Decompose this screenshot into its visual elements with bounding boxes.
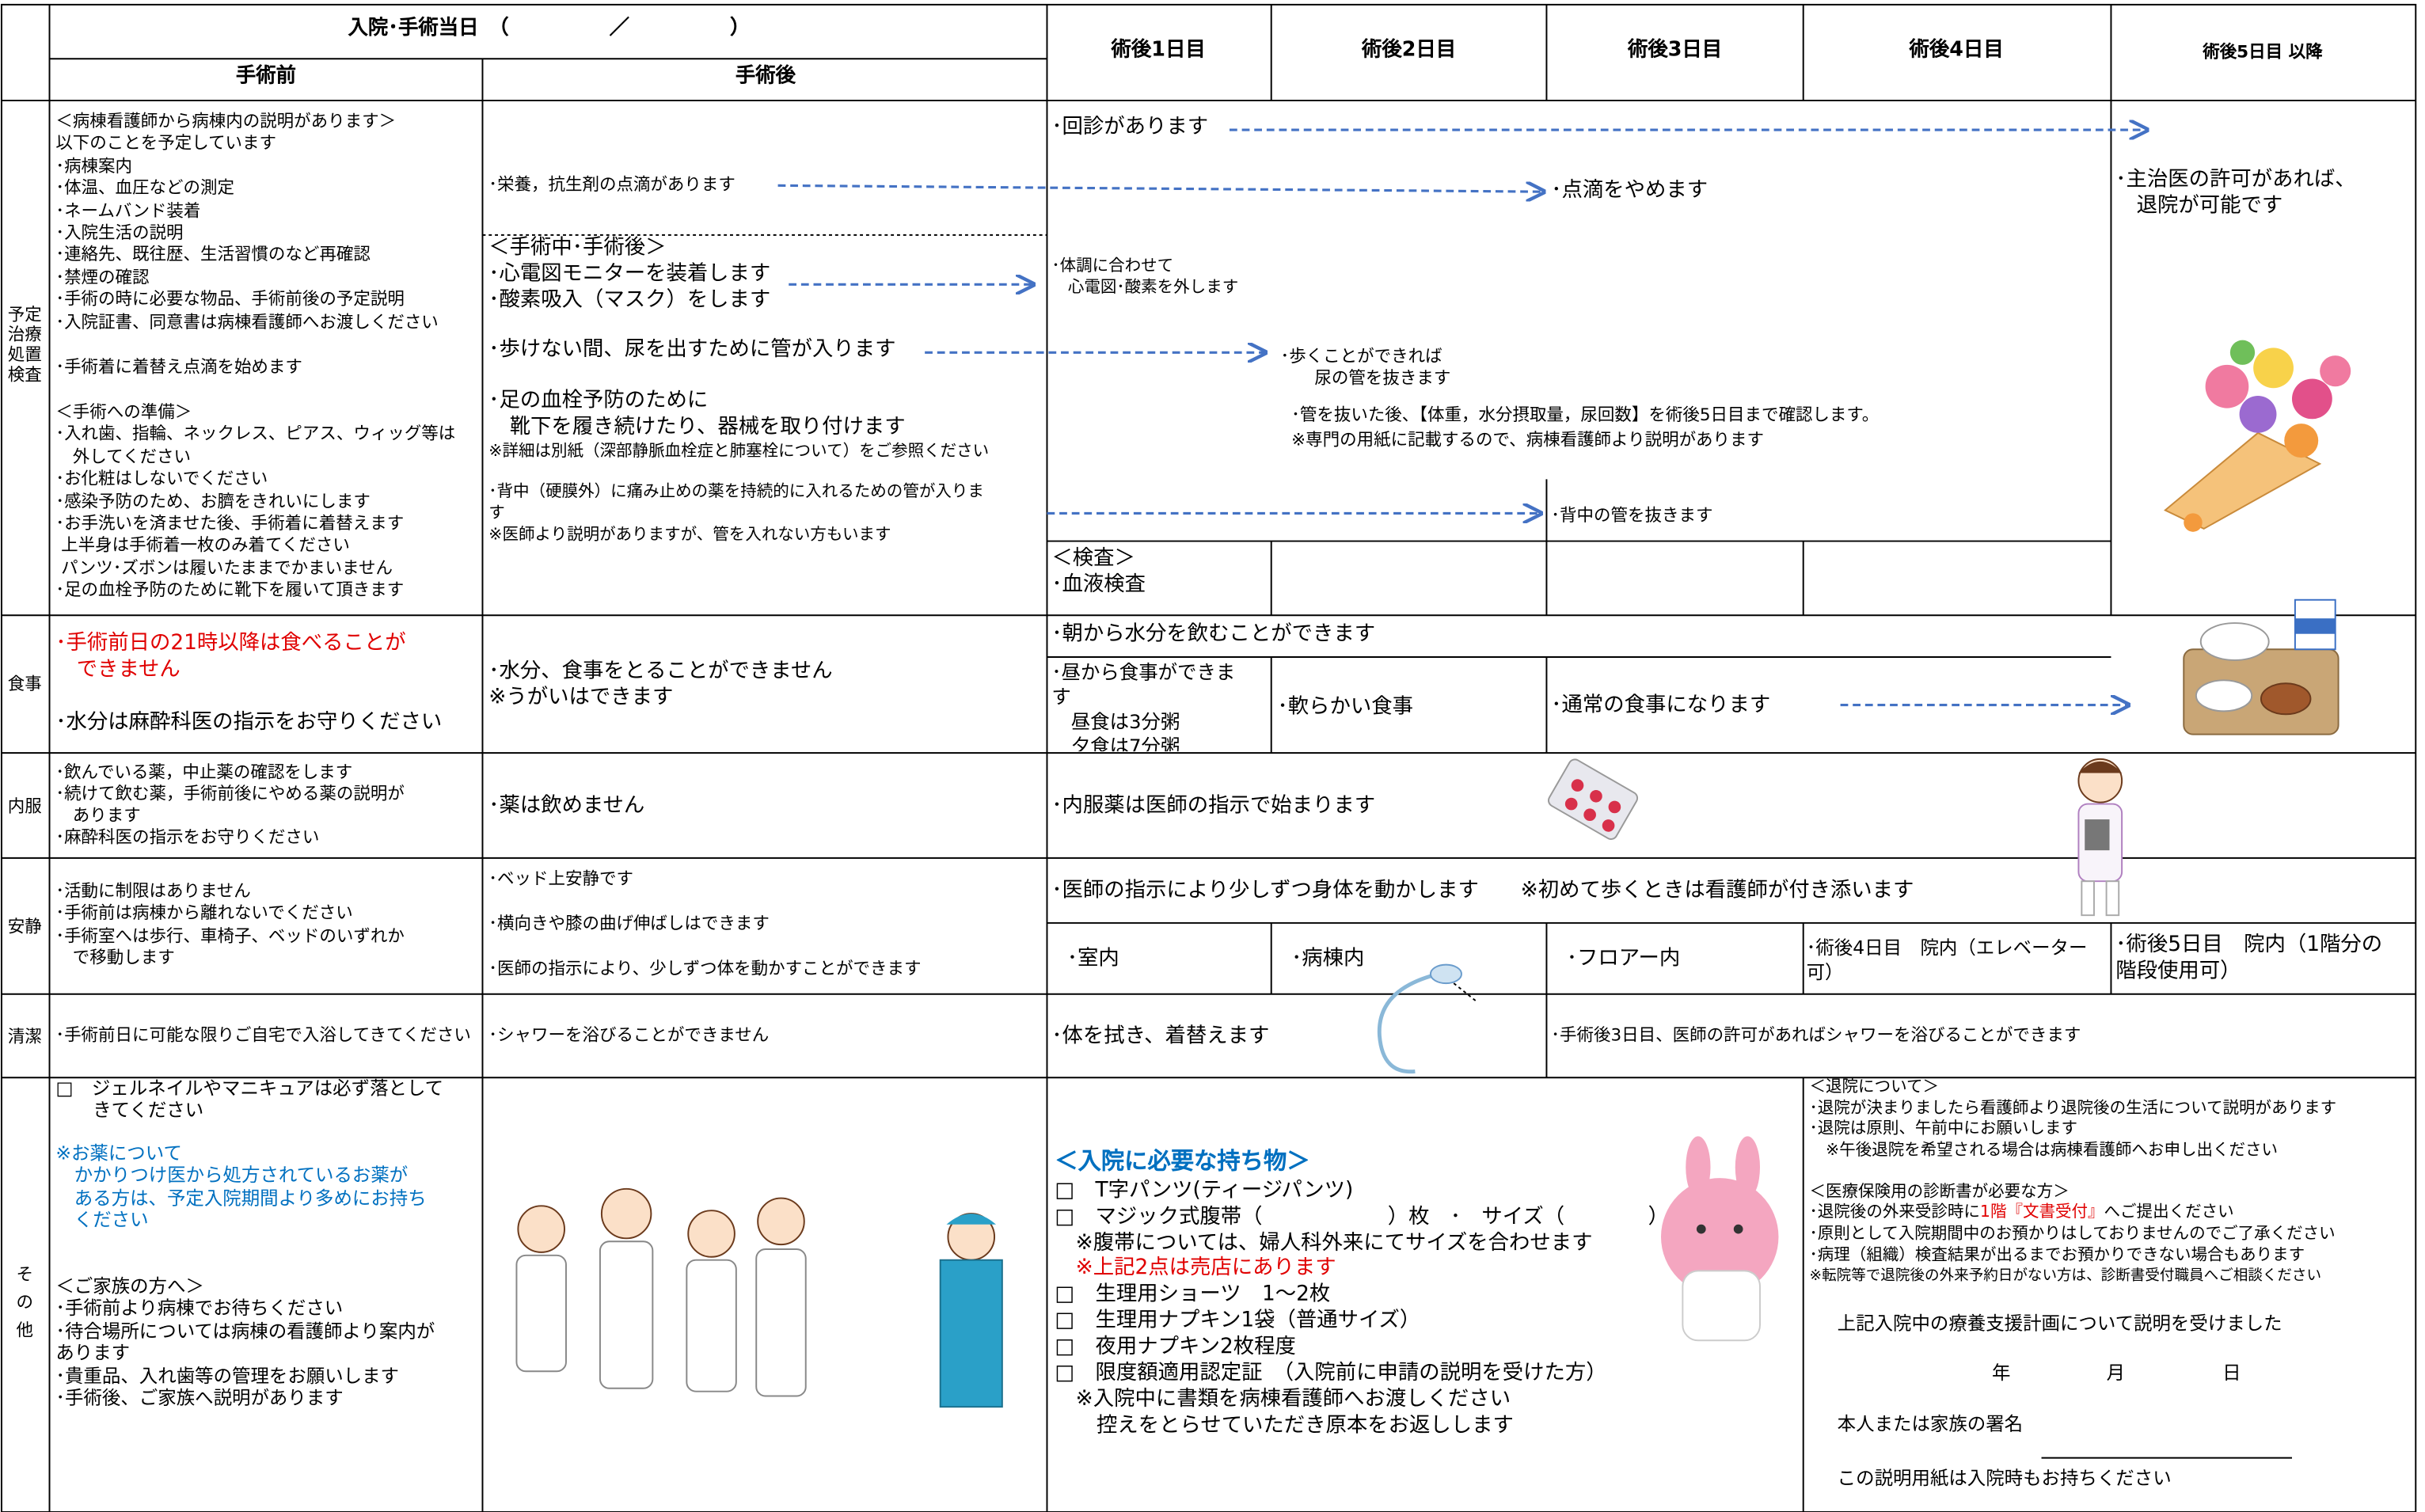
text: ･医師の指示により少しずつ身体を動かします ※初めて歩くときは看護師が付き添いま… — [1051, 878, 1914, 903]
text: ･歩けない間、尿を出すために管が入ります — [488, 336, 896, 362]
header-day: 術後1日目 — [1111, 38, 1206, 63]
text: □ ジェルネイルやマニキュアは必ず落として きてください — [55, 1077, 444, 1122]
text: ･術後5日目 院内（1階分の 階段使用可） — [2115, 932, 2383, 984]
header-pre-op: 手術前 — [235, 65, 297, 89]
text: ･足の血栓予防のために 靴下を履き続けたり、器械を取り付けます — [488, 388, 906, 439]
text: ･体調に合わせて 心電図･酸素を外します — [1051, 256, 1239, 297]
text: ＜ご家族の方へ＞ ･手術前より病棟でお待ちください ･待合場所については病棟の看… — [55, 1275, 435, 1409]
signature-label: 本人または家族の署名 — [1837, 1413, 2024, 1435]
text: □ T字パンツ(ティージパンツ) □ マジック式腹帯（ ）枚 ･ サイズ（ ） … — [1055, 1178, 1669, 1256]
text: ･術後4日目 院内（エレベーター 可） — [1806, 936, 2088, 984]
date-label: 年 — [1992, 1362, 2011, 1384]
meal-illustration — [2183, 598, 2339, 735]
text: ※詳細は別紙（深部静脈血栓症と肺塞栓について）をご参照ください — [488, 442, 990, 461]
text: ･管を抜いた後、【体重，水分摂取量，尿回数】を術後5日目まで確認します。 ※専門… — [1291, 405, 1880, 450]
text: ･退院後の外来受診時に — [1809, 1202, 1980, 1221]
text: ･薬は飲めません — [488, 792, 645, 819]
text: ･医師の指示により、少しずつ体を動かすことができます — [488, 958, 922, 979]
text: ･軟らかい食事 — [1277, 693, 1413, 720]
nurse-illustration — [2077, 758, 2123, 917]
text: ＜医療保険用の診断書が必要な方＞ — [1809, 1183, 2070, 1202]
section-title: ＜入院に必要な持ち物＞ — [1055, 1147, 1310, 1176]
text: ･内服薬は医師の指示で始まります — [1051, 792, 1376, 819]
text: ･昼から食事ができま す 昼食は3分粥 夕食は7分粥 — [1051, 659, 1236, 752]
text: ･シャワーを浴びることができません — [488, 1024, 770, 1046]
text: へご提出ください — [2104, 1202, 2234, 1221]
text: ･点滴をやめます — [1551, 177, 1709, 203]
text: ･活動に制限はありません ･手術前は病棟から離れないでください ･手術室へは歩行… — [55, 881, 405, 968]
text: ･手術前日に可能な限りご自宅で入浴してきてください — [55, 1024, 471, 1046]
flowers-illustration — [2164, 340, 2351, 532]
header-day: 術後4日目 — [1909, 38, 2004, 63]
row-label: 内服 — [7, 796, 42, 817]
row-label: 安静 — [7, 917, 42, 937]
text: ･歩くことができれば 尿の管を抜きます — [1280, 346, 1451, 389]
text: ･朝から水分を飲むことができます — [1051, 621, 1376, 647]
row-label: そ の 他 — [16, 1264, 33, 1341]
rabbit-illustration — [1660, 1136, 1779, 1342]
row-label: 予定 治療 処置 検査 — [7, 304, 42, 386]
text: ･背中（硬膜外）に痛み止めの薬を持続的に入れるための管が入りま す — [488, 482, 984, 523]
text: 上記入院中の療養支援計画について説明を受けました — [1837, 1313, 2282, 1335]
text: ※医師より説明がありますが、管を入れない方もいます — [488, 526, 891, 545]
header-day: 術後5日目 以降 — [2203, 41, 2323, 63]
text: この説明用紙は入院時もお持ちください — [1837, 1467, 2172, 1489]
arrows — [777, 130, 2147, 705]
text: ＜手術への準備＞ ･入れ歯、指輪、ネックレス、ピアス、ウィッグ等は 外してくださ… — [55, 401, 456, 601]
text: ※転院等で退院後の外来予約日がない方は、診断書受付職員へご相談ください — [1809, 1267, 2322, 1285]
date-label: 日 — [2222, 1362, 2241, 1384]
text: ･手術後3日目、医師の許可があればシャワーを浴びることができます — [1551, 1024, 2081, 1046]
text: ･飲んでいる薬，中止薬の確認をします ･続けて飲む薬，手術前後にやめる薬の説明が… — [55, 762, 405, 848]
staff-illustration — [515, 1187, 1003, 1408]
text: ･手術着に着替え点滴を始めます — [55, 357, 302, 378]
header-day: 術後2日目 — [1361, 38, 1457, 63]
header-post-op: 手術後 — [735, 65, 796, 89]
rules — [1, 4, 2416, 1512]
clip: ･昼から食事ができま す 昼食は3分粥 夕食は7分粥 — [1048, 659, 1269, 751]
text: ＜退院について＞ ･退院が決まりましたら看護師より退院後の生活について説明があり… — [1809, 1077, 2337, 1160]
text: ･背中の管を抜きます — [1551, 505, 1713, 526]
date-label: 月 — [2106, 1362, 2126, 1384]
text: ･体を拭き、着替えます — [1051, 1023, 1270, 1049]
text: ･水分、食事をとることができません ※うがいはできます — [488, 658, 833, 710]
warning-text: ※上記2点は売店にあります — [1055, 1255, 1336, 1281]
text-line: ･退院後の外来受診時に1階『文書受付』へご提出ください — [1810, 1202, 2234, 1224]
warning-text: ･手術前日の21時以降は食べることが できません — [55, 630, 406, 682]
text: ＜手術中･手術後＞ ･心電図モニターを装着します ･酸素吸入（マスク）をします — [488, 234, 771, 313]
row-label: 食事 — [7, 674, 42, 694]
highlight-text: 1階『文書受付』 — [1979, 1202, 2104, 1221]
outer-border — [0, 3, 2417, 1512]
text: □ 生理用ショーツ 1～2枚 □ 生理用ナプキン1袋（普通サイズ） □ 夜用ナプ… — [1055, 1282, 1607, 1438]
text: ･原則として入院期間中のお預かりはしておりませんのでご了承ください ･病理（組織… — [1809, 1224, 2336, 1264]
text: ･ベッド上安静です — [488, 868, 633, 889]
header-day: 術後3日目 — [1627, 38, 1723, 63]
text: ･病棟内 — [1291, 946, 1365, 971]
text: ･フロアー内 — [1566, 946, 1681, 971]
text: ＜病棟看護師から病棟内の説明があります＞ 以下のことを予定しています ･病棟案内… — [55, 111, 439, 332]
text: ＜検査＞ ･血液検査 — [1051, 545, 1146, 597]
shower-illustration — [1377, 963, 1478, 1074]
text: ･水分は麻酔科医の指示をお守りください — [55, 709, 443, 735]
text: ･室内 — [1066, 946, 1119, 971]
text: ･回診があります — [1051, 114, 1209, 139]
row-label: 清潔 — [7, 1026, 42, 1047]
text: ･横向きや膝の曲げ伸ばしはできます — [488, 914, 770, 934]
text: ･通常の食事になります — [1551, 692, 1771, 718]
text: ･主治医の許可があれば、 退院が可能です — [2115, 166, 2356, 218]
text: ･栄養，抗生剤の点滴があります — [488, 174, 735, 196]
note-text: ※お薬について かかりつけ医から処方されているお薬が ある方は、予定入院期間より… — [55, 1142, 427, 1231]
pills-illustration — [1548, 758, 1639, 840]
header-admission: 入院･手術当日 （ ／ ） — [348, 17, 751, 40]
